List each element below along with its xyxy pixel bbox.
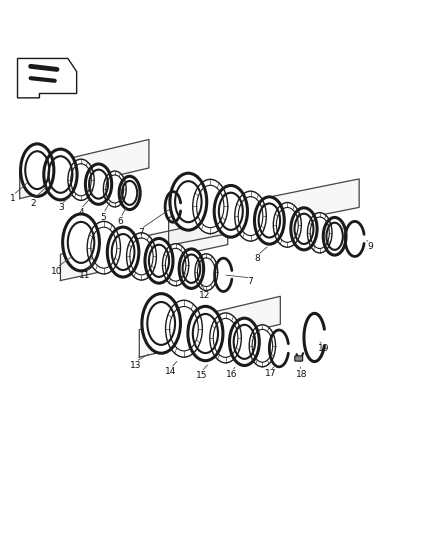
Text: 11: 11 [79,271,90,280]
Text: 4: 4 [78,208,84,217]
Text: 1: 1 [10,194,16,203]
Ellipse shape [291,208,317,250]
Text: 8: 8 [254,254,261,263]
Ellipse shape [103,171,126,207]
Ellipse shape [307,213,332,253]
Ellipse shape [107,227,139,277]
Text: 9: 9 [367,242,373,251]
Polygon shape [18,59,77,98]
Ellipse shape [195,254,218,290]
Ellipse shape [254,197,284,244]
Text: 12: 12 [199,291,211,300]
Ellipse shape [87,221,120,274]
Ellipse shape [179,249,204,288]
Ellipse shape [145,238,173,283]
Ellipse shape [249,325,276,367]
Ellipse shape [68,159,94,200]
Ellipse shape [273,203,301,247]
Text: 18: 18 [296,370,307,379]
Ellipse shape [323,217,346,255]
Ellipse shape [85,164,112,204]
Polygon shape [139,296,280,357]
Text: 16: 16 [226,370,238,379]
Ellipse shape [170,173,207,230]
Polygon shape [60,219,228,280]
Text: 15: 15 [196,371,207,379]
Ellipse shape [119,176,140,209]
Text: 7: 7 [247,277,254,286]
Ellipse shape [235,191,266,241]
Text: 17: 17 [265,369,276,378]
Ellipse shape [193,179,228,233]
Text: 19: 19 [318,344,329,353]
Text: 2: 2 [30,199,35,208]
Ellipse shape [162,244,189,286]
FancyBboxPatch shape [295,356,303,361]
Ellipse shape [21,144,54,197]
Text: 6: 6 [117,217,124,226]
Polygon shape [20,140,149,199]
Text: 14: 14 [165,367,177,376]
Text: 5: 5 [100,213,106,222]
Text: 7: 7 [138,228,144,237]
Ellipse shape [44,149,77,200]
Ellipse shape [210,313,241,363]
Text: 10: 10 [51,266,63,276]
Text: 13: 13 [130,361,141,370]
Ellipse shape [166,300,202,357]
Ellipse shape [142,294,180,353]
Ellipse shape [188,306,223,361]
Polygon shape [169,179,359,246]
Text: 3: 3 [58,204,64,213]
Ellipse shape [214,185,247,237]
Ellipse shape [127,233,156,280]
Ellipse shape [230,318,259,366]
Ellipse shape [63,214,99,271]
